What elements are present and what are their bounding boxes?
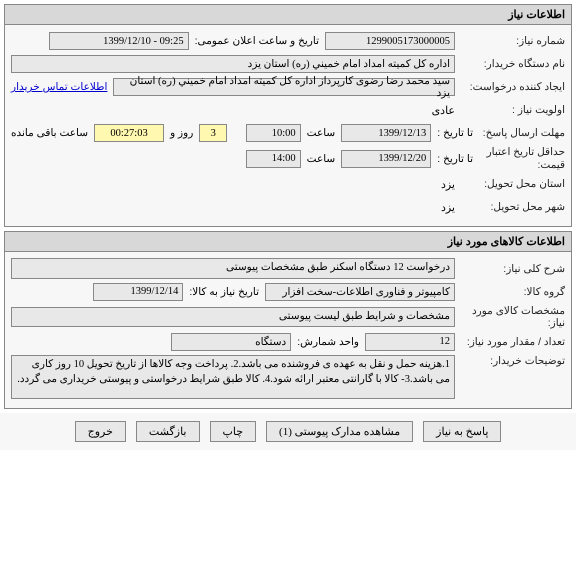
- time-label-1: ساعت: [307, 127, 336, 139]
- to-date-label: تا تاریخ :: [437, 127, 473, 139]
- button-row: پاسخ به نیاز مشاهده مدارک پیوستی (1) چاپ…: [0, 413, 576, 450]
- panel2-title: اطلاعات کالاهای مورد نیاز: [5, 232, 571, 252]
- print-button[interactable]: چاپ: [210, 421, 257, 442]
- category-field: کامپیوتر و فناوری اطلاعات-سخت افزار: [265, 283, 455, 301]
- panel-goods-info: اطلاعات کالاهای مورد نیاز شرح کلی نیاز: …: [4, 231, 572, 409]
- delivery-city-label: شهر محل تحویل:: [455, 201, 565, 213]
- priority-label: اولویت نیاز :: [455, 104, 565, 116]
- day-label: روز و: [170, 127, 193, 139]
- validity-time-field: 14:00: [246, 150, 301, 168]
- buyer-org-label: نام دستگاه خریدار:: [455, 58, 565, 70]
- buyer-org-field: اداره کل کمیته امداد امام خمیني (ره) است…: [11, 55, 455, 73]
- desc-label: توضیحات خریدار:: [455, 355, 565, 367]
- need-date-label: تاریخ نیاز به کالا:: [189, 286, 259, 298]
- delivery-prov-label: استان محل تحویل:: [455, 178, 565, 190]
- remain-days-field: 3: [199, 124, 227, 142]
- priority-value: عادی: [432, 104, 455, 117]
- category-label: گروه کالا:: [455, 286, 565, 298]
- desc-field: 1.هزینه حمل و نقل به عهده ی فروشنده می ب…: [11, 355, 455, 399]
- validity-to-label: تا تاریخ :: [437, 153, 473, 165]
- request-no-label: شماره نیاز:: [455, 35, 565, 47]
- qty-label: تعداد / مقدار مورد نیاز:: [455, 336, 565, 348]
- qty-field: 12: [365, 333, 455, 351]
- panel1-title: اطلاعات نیاز: [5, 5, 571, 25]
- validity-label: حداقل تاریخ اعتبار قیمت:: [475, 146, 565, 171]
- delivery-city-value: یزد: [441, 201, 455, 214]
- time-label-2: ساعت: [307, 153, 336, 165]
- spec-label: مشخصات کالای مورد نیاز:: [455, 305, 565, 329]
- panel-need-info: اطلاعات نیاز شماره نیاز: 129900517300000…: [4, 4, 572, 227]
- summary-field: درخواست 12 دستگاه اسکنر طبق مشخصات پیوست…: [11, 258, 455, 279]
- back-button[interactable]: بازگشت: [136, 421, 200, 442]
- attachments-button[interactable]: مشاهده مدارک پیوستی (1): [266, 421, 413, 442]
- announce-label: تاریخ و ساعت اعلان عمومی:: [195, 35, 319, 47]
- unit-field: دستگاه: [171, 333, 291, 351]
- deadline-label: مهلت ارسال پاسخ:: [475, 127, 565, 139]
- deadline-time-field: 10:00: [246, 124, 301, 142]
- delivery-prov-value: یزد: [441, 178, 455, 191]
- summary-label: شرح کلی نیاز:: [455, 263, 565, 275]
- request-no-field: 1299005173000005: [325, 32, 455, 50]
- creator-field: سید محمد رضا رضوی کارپرداز اداره کل کمیت…: [113, 78, 455, 96]
- remain-label: ساعت باقی مانده: [11, 127, 88, 139]
- creator-label: ایجاد کننده درخواست:: [455, 81, 565, 93]
- remain-time-field: 00:27:03: [94, 124, 164, 142]
- validity-date-field: 1399/12/20: [341, 150, 431, 168]
- contact-link[interactable]: اطلاعات تماس خریدار: [11, 81, 107, 93]
- need-date-field: 1399/12/14: [93, 283, 183, 301]
- spec-field: مشخصات و شرایط طبق لیست پیوستی: [11, 307, 455, 328]
- exit-button[interactable]: خروج: [75, 421, 126, 442]
- announce-field: 09:25 - 1399/12/10: [49, 32, 189, 50]
- unit-label: واحد شمارش:: [297, 336, 359, 348]
- reply-button[interactable]: پاسخ به نیاز: [423, 421, 501, 442]
- deadline-date-field: 1399/12/13: [341, 124, 431, 142]
